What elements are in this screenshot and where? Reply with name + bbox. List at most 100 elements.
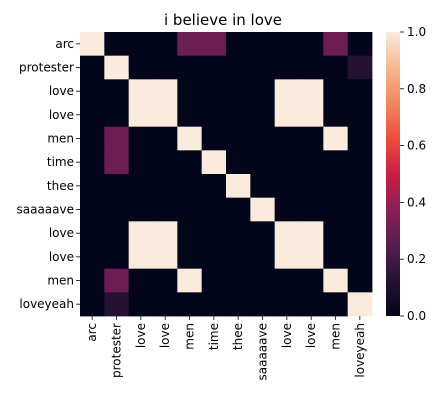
x-tick-label: love bbox=[134, 323, 148, 348]
heatmap-cell bbox=[153, 174, 178, 199]
heatmap-cell bbox=[347, 268, 373, 293]
heatmap-cell bbox=[128, 103, 154, 128]
heatmap-cell bbox=[226, 292, 251, 317]
heatmap-cell bbox=[274, 32, 300, 57]
heatmap-cell bbox=[153, 32, 178, 57]
heatmap-cell bbox=[104, 32, 130, 57]
y-tick-label: love bbox=[49, 108, 74, 122]
y-tick-label: love bbox=[49, 250, 74, 264]
heatmap-cell bbox=[153, 268, 178, 293]
heatmap-cell bbox=[104, 55, 130, 80]
heatmap-cell bbox=[128, 292, 154, 317]
heatmap-cell bbox=[226, 174, 251, 199]
chart-title: i believe in love bbox=[164, 11, 282, 29]
heatmap-cell bbox=[299, 150, 324, 175]
heatmap-cell bbox=[274, 79, 300, 104]
heatmap-cell bbox=[250, 221, 276, 246]
heatmap-cell bbox=[177, 292, 203, 317]
heatmap-cell bbox=[177, 245, 203, 270]
heatmap-cell bbox=[201, 126, 227, 151]
heatmap-cell bbox=[250, 55, 276, 80]
heatmap-cell bbox=[80, 79, 105, 104]
y-tick-label: arc bbox=[55, 37, 74, 51]
x-tick-label: protester bbox=[110, 323, 124, 378]
colorbar-tick-label: 0.8 bbox=[407, 82, 426, 96]
heatmap-cell bbox=[153, 55, 178, 80]
heatmap-cell bbox=[177, 174, 203, 199]
heatmap-cell bbox=[274, 268, 300, 293]
colorbar: 0.0 0.2 0.4 0.6 0.8 1.0 bbox=[386, 25, 426, 323]
heatmap-cell bbox=[250, 103, 276, 128]
heatmap-cell bbox=[250, 268, 276, 293]
heatmap-cell bbox=[80, 32, 105, 57]
heatmap-cell bbox=[128, 126, 154, 151]
x-tick-label: thee bbox=[231, 323, 245, 350]
heatmap-cell bbox=[153, 245, 178, 270]
x-tick-labels: arc protester love love men time thee saaaaave l… bbox=[85, 316, 367, 381]
heatmap-cell bbox=[347, 79, 373, 104]
heatmap-cell bbox=[323, 292, 349, 317]
heatmap-cell bbox=[323, 197, 349, 222]
heatmap-cell bbox=[299, 32, 324, 57]
heatmap-cell bbox=[104, 79, 130, 104]
heatmap-cell bbox=[299, 126, 324, 151]
heatmap-cell bbox=[323, 221, 349, 246]
heatmap-cell bbox=[226, 79, 251, 104]
heatmap-cell bbox=[323, 245, 349, 270]
heatmap-cell bbox=[323, 103, 349, 128]
heatmap-cell bbox=[80, 103, 105, 128]
heatmap-cell bbox=[153, 197, 178, 222]
heatmap-cell bbox=[201, 292, 227, 317]
heatmap-cell bbox=[128, 268, 154, 293]
heatmap-cell bbox=[104, 174, 130, 199]
heatmap-cell bbox=[153, 79, 178, 104]
heatmap-cell bbox=[274, 245, 300, 270]
heatmap-cell bbox=[177, 79, 203, 104]
heatmap-cell bbox=[80, 126, 105, 151]
heatmap-cell bbox=[153, 126, 178, 151]
y-tick-label: men bbox=[47, 274, 74, 288]
colorbar-tick-label: 0.0 bbox=[407, 309, 426, 323]
heatmap-cell bbox=[201, 197, 227, 222]
heatmap-cell bbox=[128, 221, 154, 246]
heatmap-cell bbox=[177, 32, 203, 57]
heatmap-cell bbox=[128, 174, 154, 199]
heatmap-cell bbox=[226, 103, 251, 128]
x-tick-label: men bbox=[183, 323, 197, 350]
heatmap-cell bbox=[128, 197, 154, 222]
heatmap-cell bbox=[274, 150, 300, 175]
heatmap-cell bbox=[80, 197, 105, 222]
y-tick-label: time bbox=[47, 155, 74, 169]
heatmap-cells bbox=[80, 32, 373, 317]
x-tick-label: time bbox=[207, 323, 221, 350]
heatmap-cell bbox=[177, 55, 203, 80]
heatmap-cell bbox=[153, 221, 178, 246]
heatmap-cell bbox=[80, 268, 105, 293]
heatmap-cell bbox=[323, 268, 349, 293]
x-tick-label: love bbox=[304, 323, 318, 348]
x-tick-label: arc bbox=[85, 323, 99, 342]
heatmap-cell bbox=[177, 197, 203, 222]
heatmap-cell bbox=[274, 55, 300, 80]
heatmap-cell bbox=[299, 55, 324, 80]
heatmap-cell bbox=[201, 103, 227, 128]
heatmap-cell bbox=[177, 103, 203, 128]
heatmap-cell bbox=[104, 221, 130, 246]
heatmap-cell bbox=[104, 126, 130, 151]
colorbar-tick-label: 0.6 bbox=[407, 139, 426, 153]
heatmap-cell bbox=[250, 79, 276, 104]
heatmap-cell bbox=[299, 221, 324, 246]
heatmap-cell bbox=[323, 174, 349, 199]
heatmap-cell bbox=[347, 32, 373, 57]
heatmap-cell bbox=[177, 126, 203, 151]
heatmap-cell bbox=[226, 268, 251, 293]
heatmap-cell bbox=[299, 103, 324, 128]
heatmap-cell bbox=[250, 197, 276, 222]
colorbar-tick-label: 1.0 bbox=[407, 25, 426, 39]
heatmap-cell bbox=[347, 292, 373, 317]
heatmap-cell bbox=[201, 150, 227, 175]
y-tick-label: thee bbox=[47, 179, 74, 193]
heatmap-cell bbox=[299, 79, 324, 104]
heatmap-cell bbox=[201, 221, 227, 246]
heatmap-cell bbox=[323, 150, 349, 175]
